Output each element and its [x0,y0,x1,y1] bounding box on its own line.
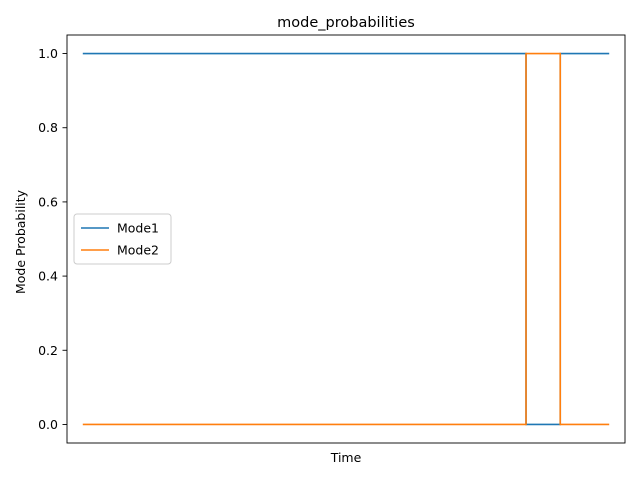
y-tick-label: 0.8 [38,120,58,135]
y-tick-label: 0.2 [38,343,58,358]
series-line-mode2 [82,52,610,426]
legend-label-mode1: Mode1 [117,221,159,236]
chart-title: mode_probabilities [277,15,415,31]
y-tick-label: 0.6 [38,194,58,209]
y-axis-label: Mode Probability [13,189,28,294]
legend-label-mode2: Mode2 [117,243,159,258]
y-tick-label: 1.0 [38,46,58,61]
legend-box [73,213,172,265]
y-axis-ticks: 0.0 0.2 0.4 0.6 0.8 1.0 [38,46,67,432]
legend: Mode1 Mode2 [73,213,172,265]
series-line-mode1 [82,52,610,426]
y-tick-label: 0.0 [38,417,58,432]
series-layer [82,52,610,426]
y-tick-label: 0.4 [38,269,58,284]
axes-frame [66,34,626,444]
plot-area: 0.0 0.2 0.4 0.6 0.8 1.0 [38,34,626,444]
x-axis-label: Time [330,450,362,465]
